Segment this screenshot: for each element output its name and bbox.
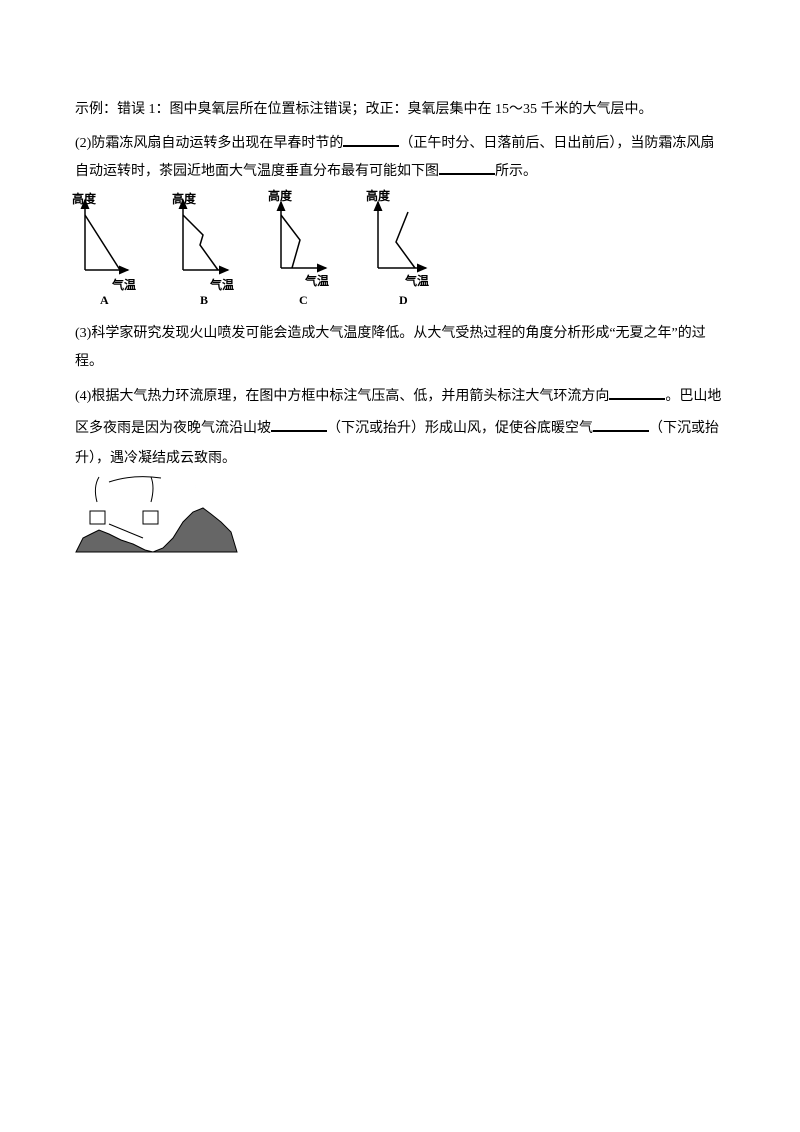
text: （下沉或抬 bbox=[649, 421, 719, 436]
answer-blank bbox=[271, 418, 327, 432]
text: 程。 bbox=[75, 354, 103, 369]
text: (4)根据大气热力环流原理，在图中方框中标注气压高、低，并用箭头标注大气环流方向 bbox=[75, 389, 610, 404]
graph-label: A bbox=[100, 293, 109, 307]
graph-label: C bbox=[299, 293, 308, 307]
text: 升），遇冷凝结成云致雨。 bbox=[75, 451, 236, 466]
mountain-figure bbox=[75, 476, 238, 553]
text: 区多夜雨是因为夜晚气流沿山坡 bbox=[75, 421, 271, 436]
graph-lines bbox=[80, 198, 428, 275]
answer-blank bbox=[439, 161, 495, 175]
text: 示例：错误 1：图中臭氧层所在位置标注错误；改正：臭氧层集中在 15～35 千米… bbox=[75, 102, 653, 117]
text: (2)防霜冻风扇自动运转多出现在早春时节的 bbox=[75, 136, 344, 151]
answer-blank bbox=[609, 386, 666, 400]
y-axis-label: 高度 bbox=[366, 188, 391, 203]
text-line: 升），遇冷凝结成云致雨。 bbox=[75, 450, 236, 468]
text: （正午时分、日落前后、日出前后），当防霜冻风扇 bbox=[399, 136, 715, 151]
text-line: (2)防霜冻风扇自动运转多出现在早春时节的 （正午时分、日落前后、日出前后），当防… bbox=[75, 133, 714, 153]
y-axis-label: 高度 bbox=[172, 191, 197, 206]
x-axis-label: 气温 bbox=[404, 273, 429, 288]
text: 所示。 bbox=[495, 164, 537, 179]
graph-label: B bbox=[200, 293, 208, 307]
text-line: 示例：错误 1：图中臭氧层所在位置标注错误；改正：臭氧层集中在 15～35 千米… bbox=[75, 101, 653, 119]
graph-label: D bbox=[399, 293, 408, 307]
answer-blank bbox=[593, 418, 649, 432]
text-line: 区多夜雨是因为夜晚气流沿山坡 （下沉或抬升）形成山风，促使谷底暖空气 （下沉或抬 bbox=[75, 418, 719, 438]
x-axis-label: 气温 bbox=[111, 277, 136, 292]
text-line: 自动运转时，茶园近地面大气温度垂直分布最有可能如下图 所示。 bbox=[75, 161, 537, 181]
text-line: (4)根据大气热力环流原理，在图中方框中标注气压高、低，并用箭头标注大气环流方向… bbox=[75, 386, 721, 406]
text: (3)科学家研究发现火山喷发可能会造成大气温度降低。从大气受热过程的角度分析形成… bbox=[75, 326, 706, 341]
text: 。巴山地 bbox=[665, 389, 722, 404]
y-axis-label: 高度 bbox=[268, 188, 293, 203]
answer-blank bbox=[343, 133, 400, 147]
x-axis-label: 气温 bbox=[209, 277, 234, 292]
text: 自动运转时，茶园近地面大气温度垂直分布最有可能如下图 bbox=[75, 164, 439, 179]
text-line: 程。 bbox=[75, 353, 103, 371]
y-axis-label: 高度 bbox=[72, 191, 97, 206]
text-line: (3)科学家研究发现火山喷发可能会造成大气温度降低。从大气受热过程的角度分析形成… bbox=[75, 325, 706, 343]
x-axis-label: 气温 bbox=[304, 273, 329, 288]
text: （下沉或抬升）形成山风，促使谷底暖空气 bbox=[327, 421, 593, 436]
